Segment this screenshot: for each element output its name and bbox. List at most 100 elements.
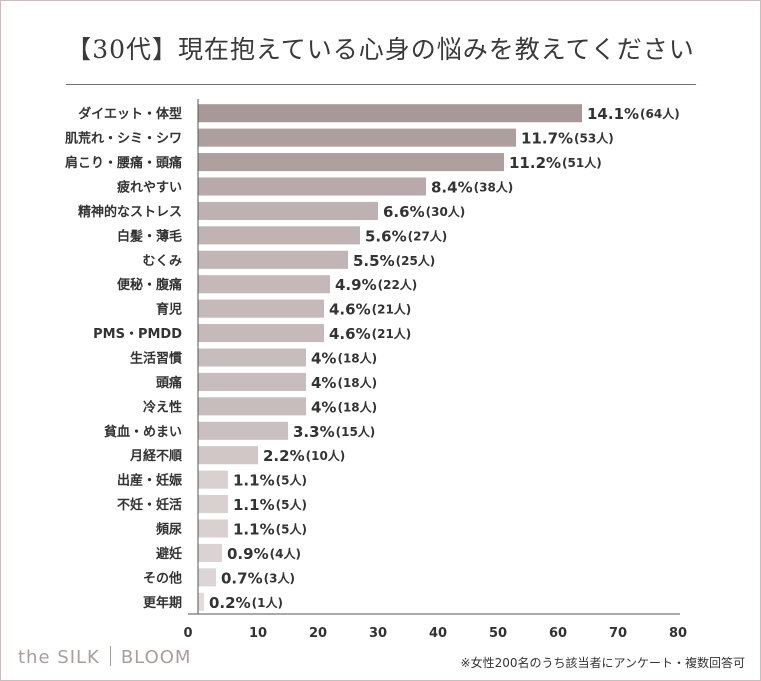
- data-label-percent: 14.1%: [587, 105, 639, 123]
- data-label-count: (51人): [562, 155, 602, 170]
- category-label: その他: [143, 570, 182, 586]
- bar: [198, 177, 426, 196]
- bar: [198, 324, 324, 343]
- category-label: PMS・PMDD: [93, 327, 182, 342]
- data-label-count: (10人): [306, 448, 346, 463]
- data-label-percent: 1.1%: [233, 521, 275, 539]
- category-label: 貧血・めまい: [104, 424, 182, 440]
- bar: [198, 568, 216, 587]
- bar: [198, 397, 306, 416]
- data-label-percent: 4%: [311, 398, 336, 416]
- chart-title: 【30代】現在抱えている心身の悩みを教えてください: [66, 35, 695, 64]
- data-label-percent: 4%: [311, 374, 336, 392]
- data-label-percent: 11.7%: [521, 130, 573, 148]
- brand-left-text: the SILK: [18, 647, 100, 668]
- category-label: 育児: [156, 302, 182, 318]
- bar: [198, 201, 378, 220]
- x-tick-label: 40: [429, 626, 447, 641]
- bar: [198, 153, 504, 172]
- category-label: 月経不順: [129, 448, 183, 464]
- bar: [198, 299, 324, 318]
- data-label-percent: 0.2%: [209, 594, 251, 612]
- data-label-count: (18人): [337, 399, 377, 414]
- data-label-percent: 4.6%: [329, 301, 371, 319]
- category-label: 更年期: [143, 595, 182, 611]
- data-label-count: (21人): [372, 302, 412, 317]
- data-label-percent: 3.3%: [293, 423, 335, 441]
- data-label-percent: 4.9%: [335, 276, 377, 294]
- data-label-count: (18人): [337, 375, 377, 390]
- data-label-percent: 4%: [311, 350, 336, 368]
- x-tick-label: 20: [309, 626, 327, 641]
- bar: [198, 470, 228, 489]
- footnote: ※女性200名のうち該当者にアンケート・複数回答可: [460, 656, 745, 670]
- bar: [198, 519, 228, 538]
- x-tick-label: 70: [609, 626, 627, 641]
- data-label-count: (53人): [574, 131, 614, 146]
- x-tick-label: 80: [669, 626, 687, 641]
- data-label-percent: 4.6%: [329, 325, 371, 343]
- brand-logo: the SILK BLOOM: [18, 646, 191, 668]
- x-tick-label: 0: [183, 626, 192, 641]
- brand-divider: [109, 646, 111, 666]
- category-label: ダイエット・体型: [78, 106, 182, 122]
- data-label-percent: 5.5%: [353, 252, 395, 270]
- category-label: 白髪・薄毛: [117, 228, 182, 244]
- category-label: 生活習慣: [130, 351, 182, 367]
- category-label: 疲れやすい: [117, 180, 182, 196]
- data-label-count: (25人): [396, 253, 436, 268]
- bar: [198, 104, 582, 123]
- data-label-count: (5人): [276, 522, 307, 537]
- category-label: 冷え性: [143, 399, 182, 415]
- data-label-count: (4人): [270, 546, 301, 561]
- data-label-count: (22人): [378, 277, 418, 292]
- title-underline: [66, 84, 696, 85]
- data-label-percent: 8.4%: [431, 179, 473, 197]
- data-label-count: (1人): [252, 595, 283, 610]
- data-label-count: (30人): [426, 204, 466, 219]
- bar: [198, 226, 360, 245]
- data-label-count: (64人): [640, 106, 680, 121]
- bar: [198, 421, 288, 440]
- bar: [198, 275, 330, 294]
- data-label-percent: 11.2%: [509, 154, 561, 172]
- category-label: 頭痛: [156, 375, 182, 391]
- x-tick-label: 60: [549, 626, 567, 641]
- data-label-count: (27人): [408, 228, 448, 243]
- category-label: 肩こり・腰痛・頭痛: [65, 155, 182, 171]
- data-label-count: (3人): [264, 570, 295, 585]
- bar: [198, 446, 258, 465]
- bar: [198, 495, 228, 514]
- data-label-count: (38人): [474, 180, 514, 195]
- data-label-percent: 6.6%: [383, 203, 425, 221]
- category-label: 出産・妊娠: [117, 473, 183, 489]
- brand-right-text: BLOOM: [120, 647, 192, 668]
- data-label-percent: 2.2%: [263, 447, 305, 465]
- data-label-percent: 0.7%: [221, 569, 263, 587]
- data-label-percent: 5.6%: [365, 227, 407, 245]
- data-label-percent: 1.1%: [233, 472, 275, 490]
- x-tick-label: 30: [369, 626, 387, 641]
- category-label: 不妊・妊活: [117, 497, 182, 513]
- category-label: 頻尿: [156, 522, 182, 538]
- data-label-count: (21人): [372, 326, 412, 341]
- bar: [198, 372, 306, 391]
- data-label-percent: 0.9%: [227, 545, 269, 563]
- category-label: むくみ: [142, 254, 182, 269]
- bar: [198, 250, 348, 269]
- data-label-count: (5人): [276, 473, 307, 488]
- category-label: 精神的なストレス: [78, 204, 182, 220]
- x-tick-label: 50: [489, 626, 507, 641]
- category-label: 便秘・腹痛: [117, 277, 182, 293]
- bar: [198, 128, 516, 147]
- bar: [198, 543, 222, 562]
- bar: [198, 592, 204, 611]
- x-tick-label: 10: [249, 626, 267, 641]
- category-label: 肌荒れ・シミ・シワ: [65, 131, 182, 147]
- bar: [198, 348, 306, 367]
- data-label-count: (15人): [336, 424, 376, 439]
- data-label-count: (5人): [276, 497, 307, 512]
- data-label-percent: 1.1%: [233, 496, 275, 514]
- category-label: 避妊: [156, 546, 182, 562]
